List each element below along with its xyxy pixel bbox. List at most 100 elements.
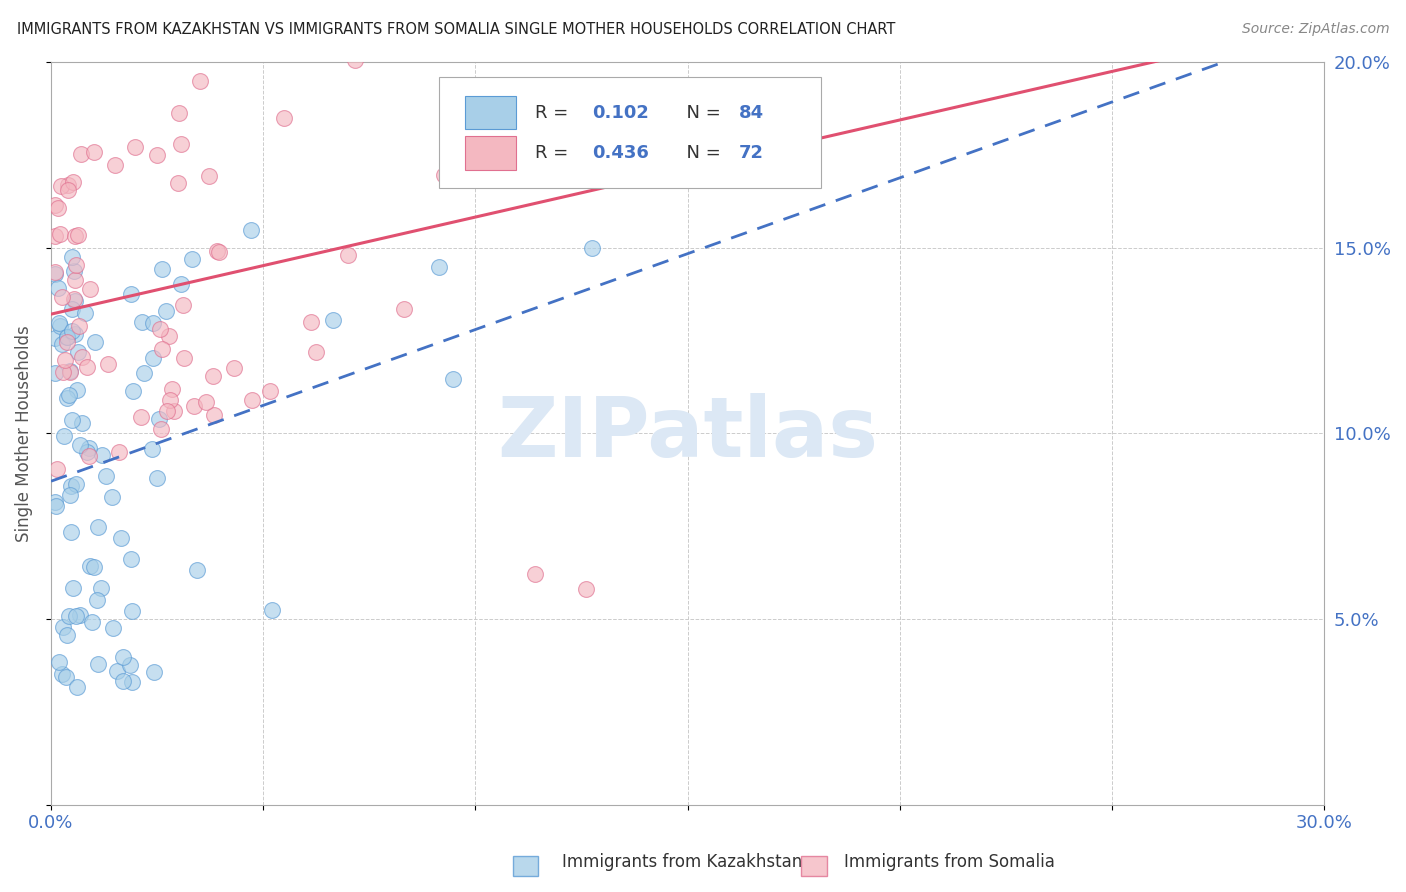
Point — [143, 665, 166, 680]
Point — [46, 201, 69, 215]
Point — [172, 298, 194, 312]
Point — [523, 567, 546, 582]
Point — [134, 366, 156, 380]
Point — [240, 392, 263, 407]
Point — [205, 244, 228, 258]
Point — [624, 18, 647, 32]
Point — [45, 462, 67, 476]
Point — [146, 148, 169, 162]
Text: N =: N = — [675, 145, 727, 162]
Point — [66, 383, 89, 397]
Point — [433, 168, 456, 182]
Point — [394, 302, 416, 317]
Point — [56, 183, 79, 197]
Point — [599, 18, 621, 32]
Text: 72: 72 — [738, 145, 763, 162]
Point — [52, 429, 75, 443]
Point — [62, 175, 84, 189]
Point — [63, 293, 86, 308]
Point — [120, 658, 142, 673]
Point — [44, 228, 66, 243]
Text: N =: N = — [675, 103, 727, 121]
Text: 84: 84 — [738, 103, 763, 121]
Point — [52, 619, 75, 633]
Point — [51, 336, 73, 351]
Point — [194, 394, 217, 409]
Point — [186, 563, 208, 577]
Point — [167, 106, 190, 120]
Point — [44, 264, 66, 278]
Point — [44, 331, 66, 345]
Point — [76, 445, 98, 459]
Point — [51, 667, 73, 681]
Point — [815, 18, 838, 32]
Point — [83, 334, 105, 349]
Point — [149, 422, 172, 436]
Point — [198, 169, 221, 183]
Point — [63, 264, 86, 278]
Point — [56, 335, 79, 350]
Point — [56, 329, 79, 343]
Point — [155, 304, 177, 318]
Point — [170, 137, 193, 152]
Point — [65, 608, 87, 623]
Point — [60, 324, 83, 338]
Text: 0.436: 0.436 — [592, 145, 650, 162]
Point — [120, 552, 142, 566]
Point — [86, 593, 108, 607]
Point — [59, 365, 82, 379]
Point — [183, 399, 205, 413]
Point — [67, 344, 90, 359]
Point — [44, 367, 66, 381]
Point — [44, 197, 66, 211]
Text: Source: ZipAtlas.com: Source: ZipAtlas.com — [1241, 22, 1389, 37]
Point — [83, 559, 105, 574]
Text: Immigrants from Kazakhstan: Immigrants from Kazakhstan — [562, 853, 803, 871]
Point — [51, 290, 73, 304]
Point — [53, 353, 76, 368]
Point — [65, 258, 87, 272]
Point — [101, 490, 124, 504]
FancyBboxPatch shape — [465, 136, 516, 169]
Point — [239, 223, 262, 237]
Point — [63, 228, 86, 243]
Text: 0.102: 0.102 — [592, 103, 650, 121]
Point — [259, 384, 281, 398]
Point — [75, 306, 97, 320]
Point — [62, 582, 84, 596]
Point — [110, 531, 132, 545]
Point — [121, 604, 143, 618]
Point — [305, 345, 328, 359]
Point — [173, 351, 195, 366]
Point — [224, 360, 246, 375]
Point — [62, 413, 84, 427]
Point — [51, 179, 73, 194]
Point — [97, 358, 120, 372]
Point — [63, 293, 86, 307]
Text: Immigrants from Somalia: Immigrants from Somalia — [844, 853, 1054, 871]
Point — [159, 393, 181, 408]
Point — [65, 477, 87, 491]
Point — [344, 54, 367, 68]
Point — [60, 524, 83, 539]
Y-axis label: Single Mother Households: Single Mother Households — [15, 325, 32, 541]
Point — [76, 359, 98, 374]
Point — [59, 488, 82, 502]
Point — [299, 315, 322, 329]
Point — [66, 680, 89, 694]
Point — [142, 316, 165, 330]
Point — [87, 520, 110, 534]
Point — [70, 416, 93, 430]
Point — [121, 287, 143, 301]
FancyBboxPatch shape — [465, 95, 516, 129]
Point — [91, 448, 114, 462]
Point — [142, 351, 165, 366]
Point — [55, 391, 77, 405]
Point — [260, 603, 283, 617]
Point — [79, 281, 101, 295]
Point — [58, 609, 80, 624]
Point — [58, 388, 80, 402]
Point — [150, 342, 173, 356]
Point — [82, 615, 104, 630]
Point — [180, 252, 202, 267]
